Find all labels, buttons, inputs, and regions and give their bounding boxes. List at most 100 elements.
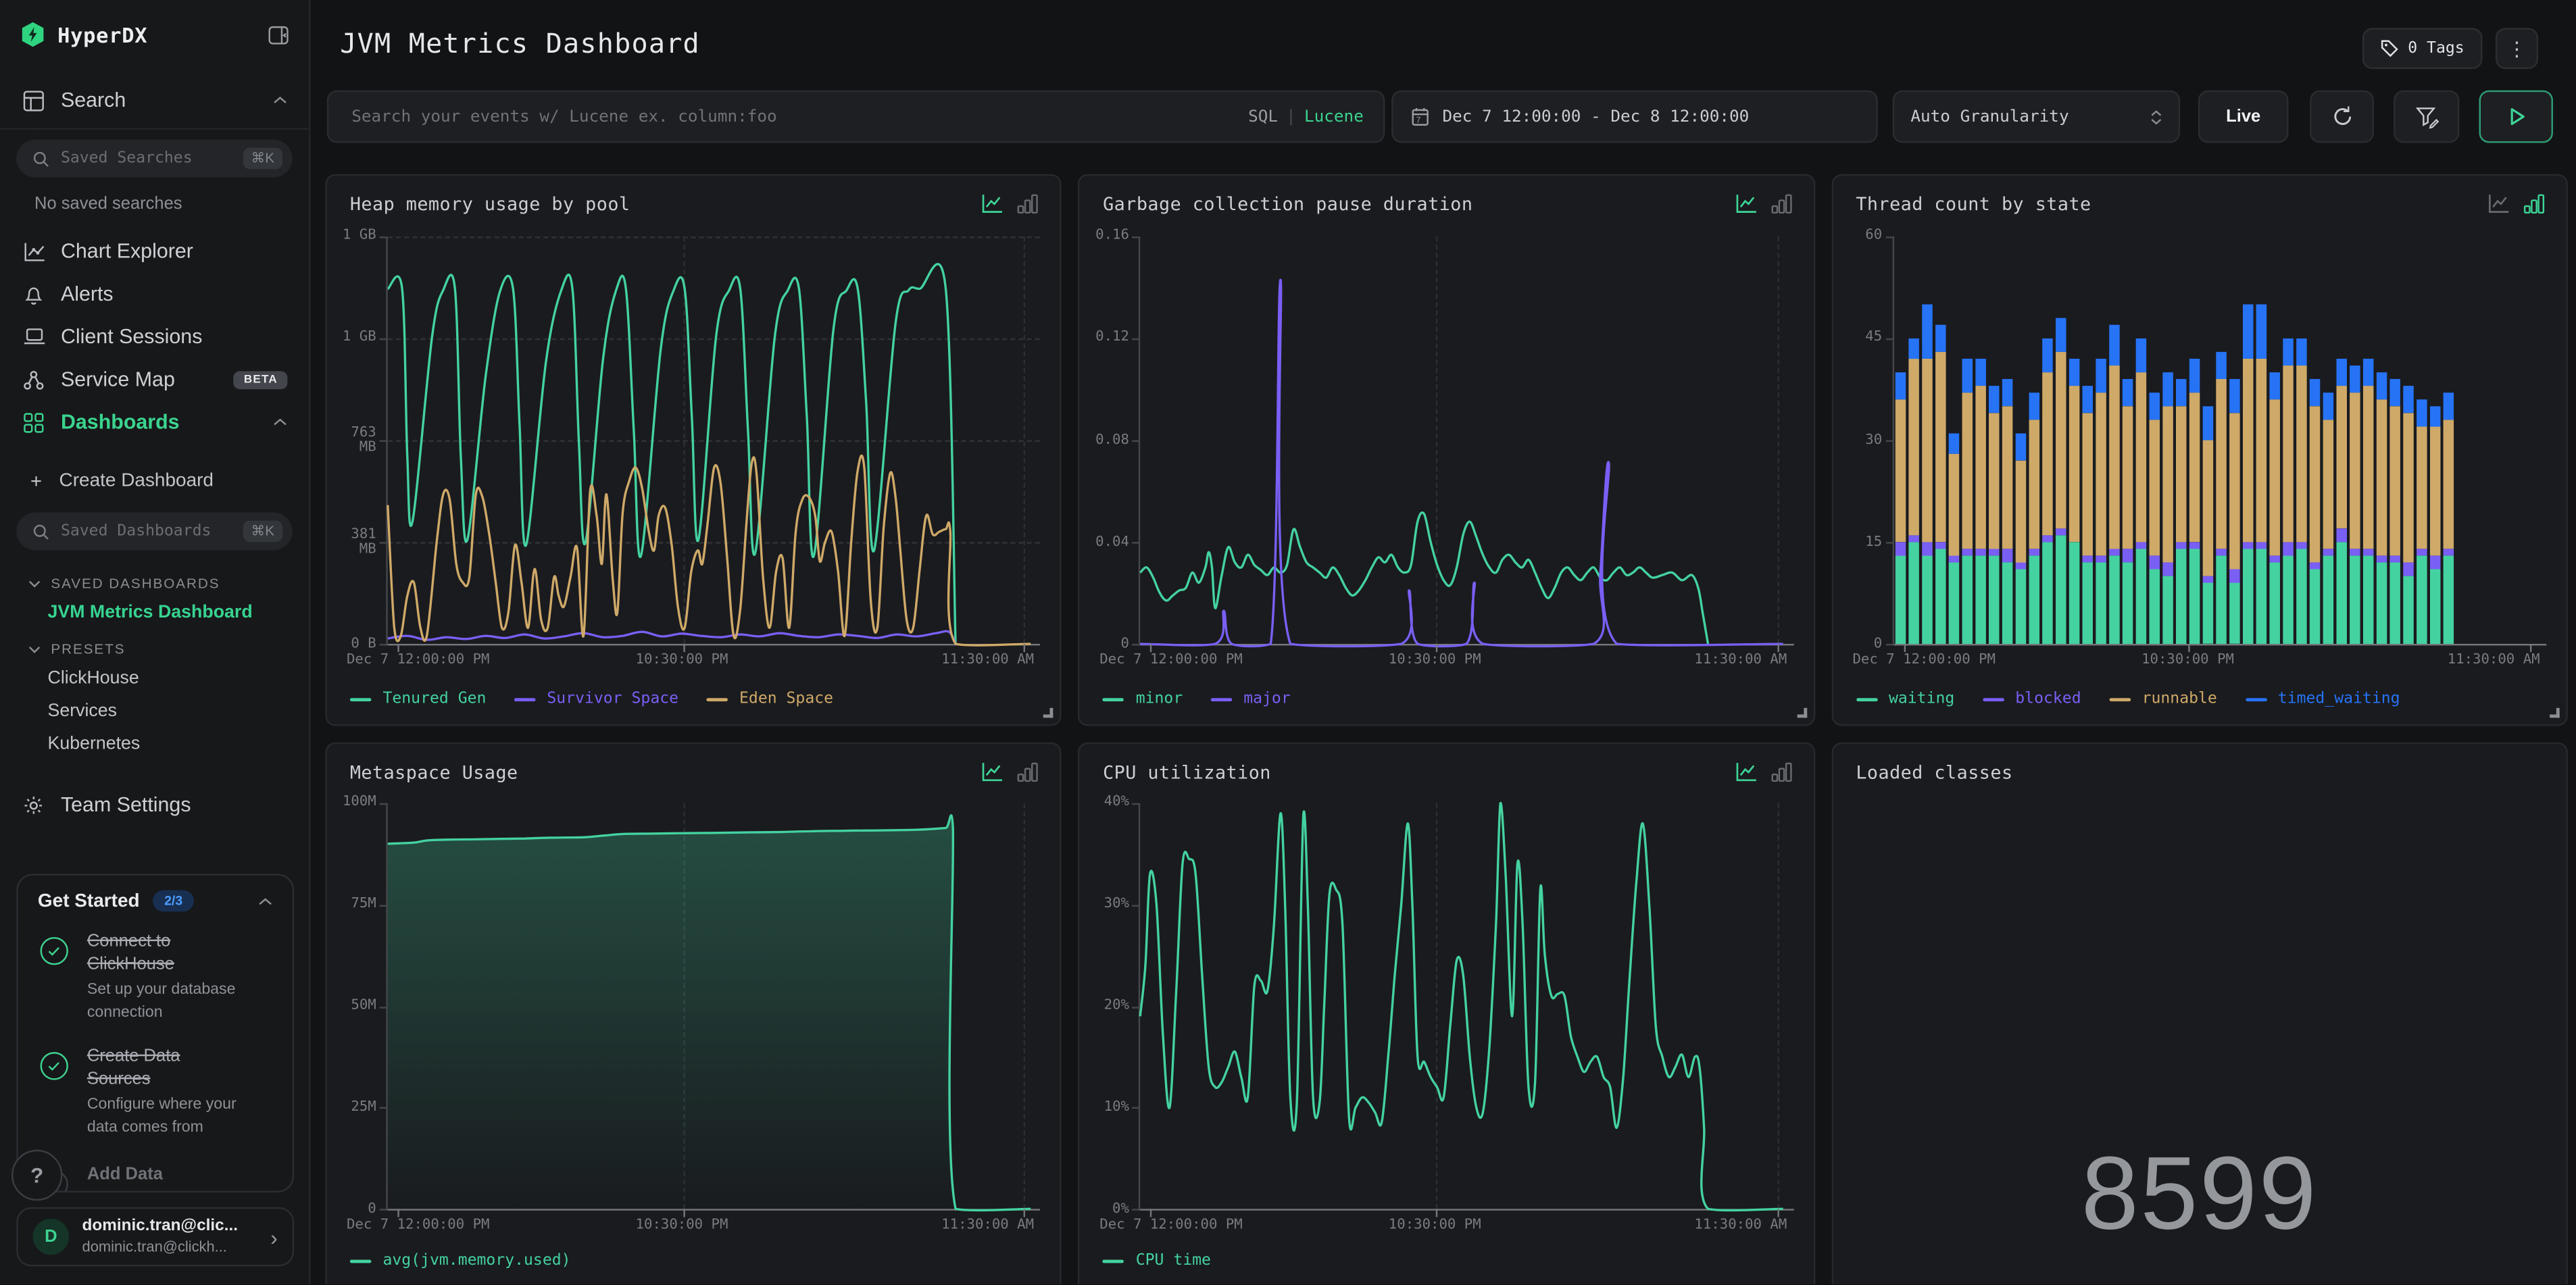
- user-menu[interactable]: D dominic.tran@clic... dominic.tran@clic…: [16, 1207, 295, 1267]
- refresh-button[interactable]: [2310, 90, 2374, 143]
- group-saved-dashboards[interactable]: SAVED DASHBOARDS: [0, 563, 309, 597]
- chevron-up-icon[interactable]: [273, 95, 288, 105]
- x-axis-labels: Dec 7 12:00:00 PM 10:30:00 PM 11:30:00 AM: [1099, 652, 1787, 669]
- get-started-card: Get Started 2/3 Connect to ClickHouse Se…: [16, 874, 295, 1192]
- sidebar-collapse-icon[interactable]: [268, 24, 289, 45]
- search-input[interactable]: [348, 105, 1235, 128]
- date-range-picker[interactable]: 7 Dec 7 12:00:00 - Dec 8 12:00:00: [1391, 90, 1878, 143]
- bar-chart-icon[interactable]: [1018, 194, 1039, 214]
- legend-item[interactable]: Survivor Space: [514, 690, 678, 708]
- saved-dashboards-input[interactable]: Saved Dashboards ⌘K: [16, 512, 293, 551]
- bar-chart-icon[interactable]: [1770, 762, 1792, 782]
- query-language-toggle[interactable]: SQL | Lucene: [1248, 107, 1364, 126]
- live-button[interactable]: Live: [2198, 90, 2289, 143]
- line-chart-icon[interactable]: [2487, 194, 2510, 213]
- get-started-item-connect[interactable]: Connect to ClickHouse Set up your databa…: [38, 930, 273, 1023]
- chart-mode-icons: [981, 762, 1039, 782]
- main-content: JVM Metrics Dashboard 0 Tags ⋮ SQL | Lucen…: [310, 0, 2576, 1285]
- legend-item[interactable]: waiting: [1856, 690, 1954, 708]
- legend-item[interactable]: major: [1210, 690, 1291, 708]
- chart-title: Thread count by state: [1856, 193, 2091, 216]
- legend-item[interactable]: Eden Space: [706, 690, 833, 708]
- legend-item[interactable]: avg(jvm.memory.used): [349, 1252, 571, 1269]
- line-chart-icon[interactable]: [1734, 762, 1757, 782]
- sidebar-item-jvm-dashboard[interactable]: JVM Metrics Dashboard: [47, 603, 253, 623]
- resize-handle[interactable]: [1796, 707, 1807, 718]
- sidebar-item-team-settings[interactable]: Team Settings: [0, 784, 309, 826]
- sidebar-item-alerts[interactable]: Alerts: [0, 273, 309, 316]
- plot-area: [379, 236, 1041, 653]
- task-title: Connect to ClickHouse: [86, 931, 174, 975]
- divider: |: [1286, 107, 1296, 126]
- filter-edit-icon: [2414, 104, 2439, 128]
- plot-area: [1132, 236, 1793, 653]
- search-icon: [33, 523, 49, 539]
- resize-handle[interactable]: [1043, 707, 1054, 718]
- sql-toggle[interactable]: SQL: [1248, 107, 1279, 126]
- line-chart-icon[interactable]: [1734, 194, 1757, 213]
- refresh-icon: [2331, 105, 2354, 128]
- more-options-button[interactable]: ⋮: [2495, 28, 2539, 70]
- search-icon: [33, 150, 49, 166]
- y-axis-labels: 0.16 0.12 0.08 0.04 0: [1095, 227, 1129, 653]
- get-started-item-sources[interactable]: Create Data Sources Configure where your…: [38, 1044, 273, 1138]
- chevron-up-icon[interactable]: [273, 418, 288, 428]
- granularity-select[interactable]: Auto Granularity: [1892, 90, 2181, 143]
- bar-chart-icon[interactable]: [1770, 194, 1792, 214]
- get-started-item-add-data[interactable]: Add Data Start sending logs, metrics, or…: [38, 1163, 293, 1191]
- toolbar: SQL | Lucene 7 Dec 7 12:00:00 - Dec 8 12:0…: [326, 90, 2553, 143]
- app-title: HyperDX: [57, 22, 148, 47]
- task-title: Create Data Sources: [86, 1046, 180, 1090]
- lucene-toggle[interactable]: Lucene: [1304, 107, 1364, 126]
- chart-legend: avg(jvm.memory.used): [349, 1252, 571, 1269]
- sidebar-item-service-map[interactable]: Service Map BETA: [0, 358, 309, 401]
- legend-item[interactable]: CPU time: [1103, 1252, 1211, 1269]
- sidebar-item-label: Dashboards: [60, 410, 180, 434]
- chart-explorer-icon: [22, 241, 46, 262]
- sidebar-item-chart-explorer[interactable]: Chart Explorer: [0, 230, 309, 272]
- chart-legend: CPU time: [1103, 1252, 1211, 1269]
- legend-item[interactable]: runnable: [2108, 690, 2217, 708]
- legend-item[interactable]: Tenured Gen: [349, 690, 486, 708]
- sidebar-item-clickhouse[interactable]: ClickHouse: [47, 668, 139, 688]
- chart-card-garbage-collection-pause-duration: Garbage collection pause duration 0.16 0.1…: [1078, 174, 1815, 726]
- line-chart-icon[interactable]: [981, 194, 1004, 213]
- user-email: dominic.tran@clickh...: [82, 1238, 227, 1255]
- granularity-value: Auto Granularity: [1910, 107, 2069, 126]
- filter-button[interactable]: [2394, 90, 2460, 143]
- chart-card-thread-count-by-state: Thread count by state 60 45 30 15 0 Dec 7 12:0…: [1831, 174, 2568, 726]
- legend-item[interactable]: blocked: [1982, 690, 2081, 708]
- sidebar-item-label: Search: [60, 89, 126, 112]
- bar-chart-icon[interactable]: [1018, 762, 1039, 782]
- event-search-box: SQL | Lucene: [326, 90, 1385, 143]
- chevron-down-icon: [28, 580, 41, 587]
- x-axis-labels: Dec 7 12:00:00 PM 10:30:00 PM 11:30:00 AM: [1099, 1217, 1787, 1234]
- create-dashboard-label: Create Dashboard: [59, 471, 214, 491]
- x-axis-labels: Dec 7 12:00:00 PM 10:30:00 PM 11:30:00 AM: [346, 652, 1035, 669]
- check-circle-icon: [38, 930, 71, 1023]
- resize-handle[interactable]: [2550, 707, 2560, 718]
- run-query-button[interactable]: [2479, 90, 2553, 143]
- saved-searches-input[interactable]: Saved Searches ⌘K: [16, 139, 293, 178]
- legend-item[interactable]: minor: [1103, 690, 1183, 708]
- gear-icon: [22, 794, 46, 815]
- line-chart-icon[interactable]: [981, 762, 1004, 782]
- chart-title: Loaded classes: [1856, 762, 2013, 784]
- sidebar-item-services[interactable]: Services: [47, 701, 118, 722]
- sidebar-item-client-sessions[interactable]: Client Sessions: [0, 316, 309, 358]
- sidebar-item-kubernetes[interactable]: Kubernetes: [47, 734, 141, 754]
- legend-item[interactable]: timed_waiting: [2245, 690, 2400, 708]
- group-presets[interactable]: PRESETS: [0, 629, 309, 662]
- create-dashboard-button[interactable]: + Create Dashboard: [0, 460, 309, 503]
- help-button[interactable]: ?: [11, 1149, 63, 1201]
- task-subtitle: Start sending logs, metrics, or traces: [87, 1189, 268, 1190]
- chevron-up-icon[interactable]: [258, 896, 273, 906]
- y-axis-labels: 60 45 30 15 0: [1865, 227, 1883, 653]
- sidebar-item-search[interactable]: Search: [0, 79, 309, 122]
- chevron-right-icon: ›: [270, 1224, 278, 1249]
- sidebar-item-dashboards[interactable]: Dashboards: [0, 401, 309, 443]
- bar-chart-icon[interactable]: [2523, 194, 2545, 214]
- metric-value: 8599: [2081, 1136, 2319, 1252]
- tags-button[interactable]: 0 Tags: [2362, 28, 2483, 70]
